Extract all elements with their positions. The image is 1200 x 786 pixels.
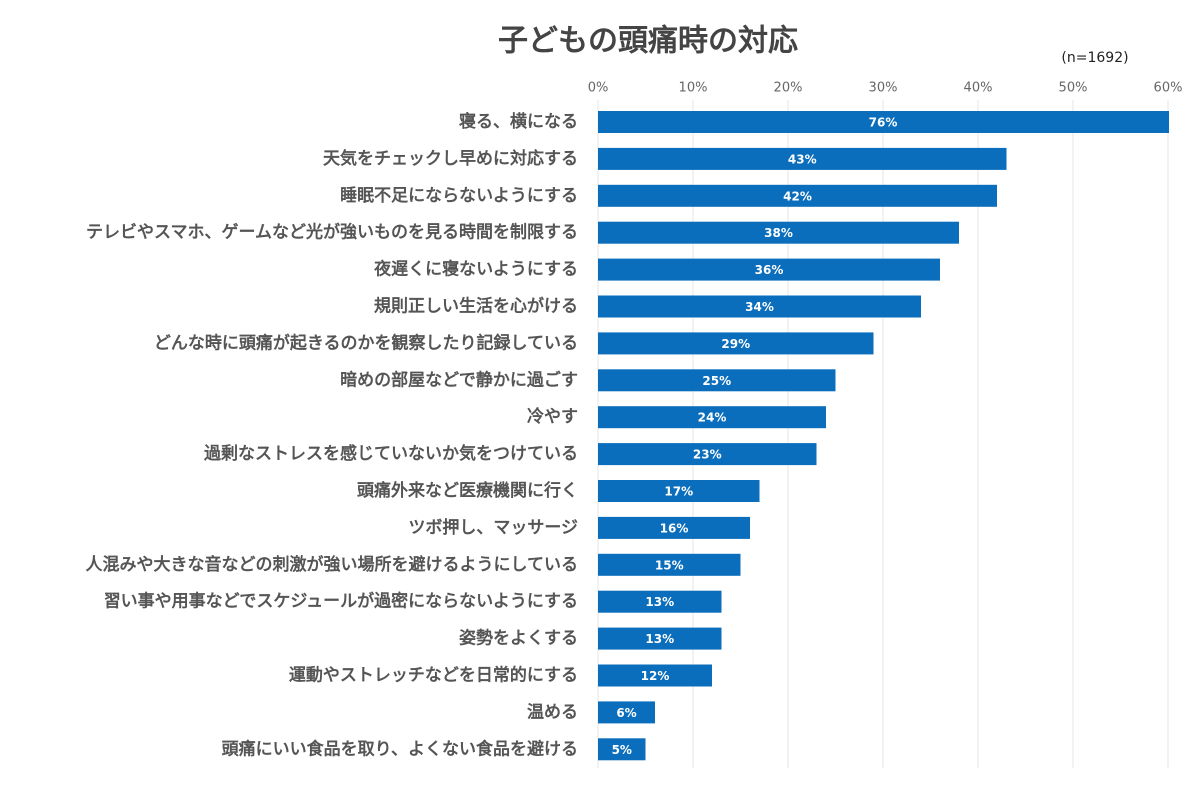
x-tick-label: 50% [1059, 81, 1088, 96]
category-label: 寝る、横になる [459, 111, 578, 132]
value-label: 13% [645, 595, 674, 609]
category-label: ツボ押し、マッサージ [408, 517, 578, 538]
value-label: 6% [616, 706, 636, 720]
x-tick-label: 60% [1154, 81, 1183, 96]
bar [598, 369, 836, 392]
bar [598, 147, 1007, 170]
x-tick-label: 0% [588, 81, 609, 96]
x-tick-label: 30% [869, 81, 898, 96]
bar [598, 332, 874, 355]
bar [598, 738, 646, 761]
value-label: 15% [655, 558, 684, 572]
bar [598, 258, 940, 281]
value-label: 17% [664, 485, 693, 499]
category-label: 頭痛にいい食品を取り、よくない食品を避ける [222, 738, 578, 759]
bar [598, 111, 1169, 133]
value-label: 76% [869, 116, 898, 130]
bar [598, 184, 997, 207]
category-label: 夜遅くに寝ないようにする [373, 259, 578, 280]
category-label: テレビやスマホ、ゲームなど光が強いものを見る時間を制限する [86, 222, 578, 243]
x-tick-label: 20% [774, 81, 803, 96]
bar [598, 406, 826, 429]
value-label: 25% [702, 374, 731, 388]
bar [598, 443, 817, 466]
value-label: 12% [641, 669, 670, 683]
value-label: 42% [783, 189, 812, 203]
x-tick-label: 40% [964, 81, 993, 96]
sample-note: (n=1692) [1061, 50, 1128, 66]
category-label: 冷やす [527, 406, 578, 427]
category-label: 頭痛外来など医療機関に行く [357, 480, 578, 501]
value-label: 36% [755, 263, 784, 277]
category-label: 規則正しい生活を心がける [374, 296, 578, 317]
value-label: 16% [660, 521, 689, 535]
bar [598, 664, 712, 687]
category-label: 天気をチェックし早めに対応する [323, 148, 578, 169]
x-tick-label: 10% [679, 81, 708, 96]
bar [598, 221, 959, 244]
category-label: 暗めの部屋などで静かに過ごす [340, 369, 578, 390]
category-label: 姿勢をよくする [459, 628, 578, 649]
category-label: 人混みや大きな音などの刺激が強い場所を避けるようにしている [86, 554, 579, 575]
bar [598, 480, 760, 502]
value-label: 43% [788, 152, 817, 166]
bar [598, 701, 655, 724]
category-label: 睡眠不足にならないようにする [340, 185, 578, 206]
bar [598, 553, 741, 576]
category-label: 習い事や用事などでスケジュールが過密にならないようにする [104, 591, 578, 612]
value-label: 13% [645, 632, 674, 646]
category-label: 過剰なストレスを感じていないか気をつけている [204, 443, 578, 464]
value-label: 24% [698, 411, 727, 425]
value-label: 38% [764, 226, 793, 240]
value-label: 5% [612, 743, 632, 757]
chart-title: 子どもの頭痛時の対応 [498, 24, 798, 59]
category-label: 運動やストレッチなどを日常的にする [289, 665, 578, 686]
bar [598, 295, 921, 318]
value-label: 34% [745, 300, 774, 314]
category-label: どんな時に頭痛が起きるのかを観察したり記録している [154, 332, 578, 353]
value-label: 29% [721, 337, 750, 351]
category-label: 温める [527, 702, 578, 722]
bar [598, 590, 722, 613]
value-label: 23% [693, 448, 722, 462]
bar [598, 516, 750, 539]
bar [598, 627, 722, 650]
